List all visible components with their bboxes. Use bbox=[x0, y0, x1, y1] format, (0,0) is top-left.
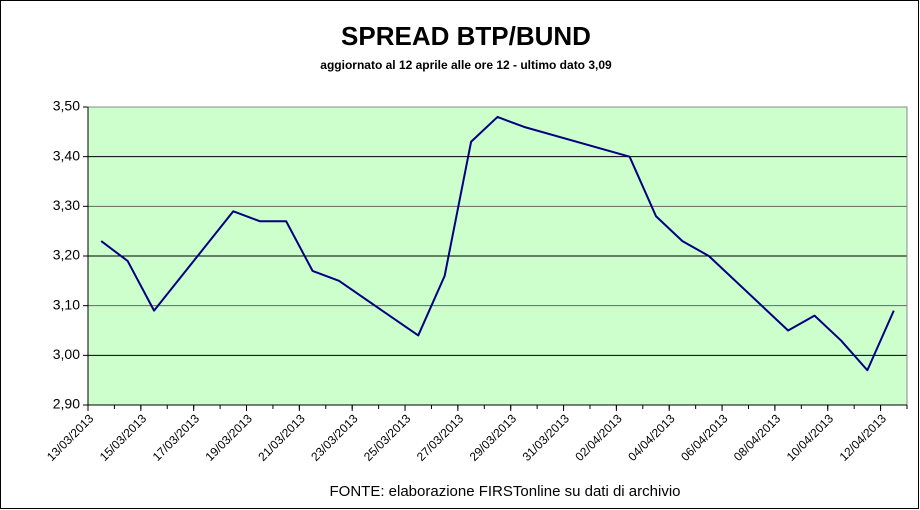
y-tick-label: 3,00 bbox=[53, 346, 80, 362]
y-tick-label: 3,50 bbox=[53, 98, 80, 114]
chart-title: SPREAD BTP/BUND bbox=[341, 21, 591, 51]
y-tick-label: 2,90 bbox=[53, 396, 80, 412]
source-note: FONTE: elaborazione FIRSTonline su dati … bbox=[330, 483, 681, 500]
y-tick-label: 3,10 bbox=[53, 296, 80, 312]
y-tick-label: 3,20 bbox=[53, 247, 80, 263]
series-line bbox=[100, 115, 895, 372]
y-tick-label: 3,40 bbox=[53, 147, 80, 163]
chart-subtitle: aggiornato al 12 aprile alle ore 12 - ul… bbox=[320, 58, 612, 72]
y-tick-label: 3,30 bbox=[53, 197, 80, 213]
